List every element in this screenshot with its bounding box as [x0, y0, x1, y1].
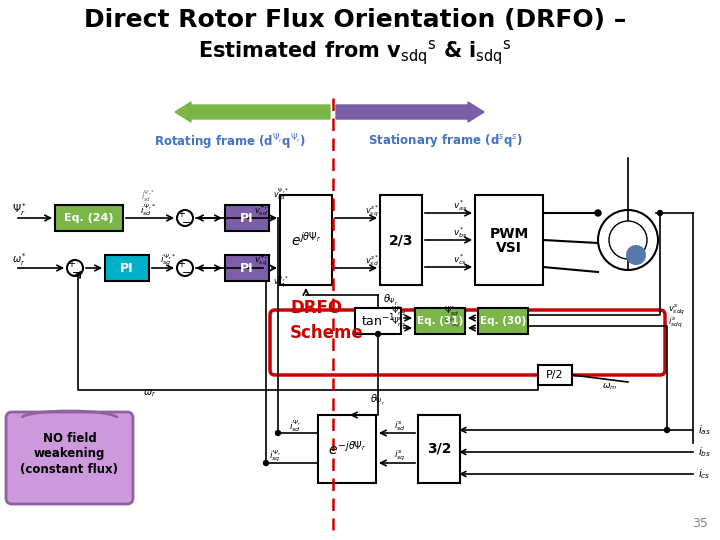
- Bar: [418, 415, 460, 483]
- Text: $\Psi_{rd}^s$: $\Psi_{rd}^s$: [390, 304, 405, 318]
- Text: PI: PI: [240, 212, 254, 225]
- Bar: [280, 195, 332, 285]
- Text: $i_{sq}^{\Psi_r*}$: $i_{sq}^{\Psi_r*}$: [160, 252, 176, 268]
- Text: $v_{cs}^*$: $v_{cs}^*$: [453, 253, 467, 267]
- Text: $\omega_m$: $\omega_m$: [603, 382, 618, 392]
- Circle shape: [665, 428, 670, 433]
- Circle shape: [177, 260, 193, 276]
- Text: Estimated from v$_{\mathsf{sdq}}$$^{\mathsf{s}}$ & i$_{\mathsf{sdq}}$$^{\mathsf{: Estimated from v$_{\mathsf{sdq}}$$^{\mat…: [198, 38, 512, 67]
- Text: DRFO: DRFO: [290, 299, 342, 317]
- Text: $\theta_{\Psi_r}$: $\theta_{\Psi_r}$: [370, 393, 386, 408]
- Bar: [225, 205, 269, 231]
- Text: $\Psi_r^*$: $\Psi_r^*$: [12, 201, 27, 218]
- Text: 2/3: 2/3: [389, 233, 413, 247]
- Text: $v_{sd}^{s*}$: $v_{sd}^{s*}$: [365, 254, 379, 268]
- Text: Direct Rotor Flux Orientation (DRFO) –: Direct Rotor Flux Orientation (DRFO) –: [84, 8, 626, 32]
- Bar: [55, 205, 123, 231]
- Text: Eq. (31): Eq. (31): [417, 316, 463, 326]
- Bar: [415, 308, 465, 334]
- Text: tan$^{-1}$: tan$^{-1}$: [361, 313, 395, 329]
- Text: Eq. (24): Eq. (24): [64, 213, 114, 223]
- Text: Stationary frame (d$^s$q$^s$): Stationary frame (d$^s$q$^s$): [368, 132, 523, 149]
- Bar: [105, 255, 149, 281]
- Circle shape: [609, 221, 647, 259]
- Bar: [225, 255, 269, 281]
- Circle shape: [264, 461, 269, 465]
- Text: NO field
weakening
(constant flux): NO field weakening (constant flux): [20, 433, 119, 476]
- FancyArrow shape: [175, 102, 330, 122]
- Text: VSI: VSI: [496, 241, 522, 255]
- Text: $v_{sq}^{s*}$: $v_{sq}^{s*}$: [365, 203, 379, 219]
- Bar: [478, 308, 528, 334]
- Text: Eq. (30): Eq. (30): [480, 316, 526, 326]
- Text: $\omega_r$: $\omega_r$: [143, 387, 157, 399]
- Bar: [538, 365, 572, 385]
- Text: +: +: [177, 209, 185, 219]
- Circle shape: [598, 210, 658, 270]
- Text: $v_{as}^*$: $v_{as}^*$: [453, 199, 467, 213]
- Bar: [318, 415, 376, 483]
- Text: $i_{sdq}^s$: $i_{sdq}^s$: [668, 316, 683, 330]
- Text: $v_{sd}^{\Psi_r*}$: $v_{sd}^{\Psi_r*}$: [273, 186, 289, 202]
- Text: −: −: [182, 218, 192, 228]
- Text: $i_{sq}^s$: $i_{sq}^s$: [395, 449, 406, 463]
- Text: $i_{sd}^{\Psi_r*}$: $i_{sd}^{\Psi_r*}$: [141, 188, 156, 204]
- Text: $\Psi_{rq}^s$: $\Psi_{rq}^s$: [391, 316, 405, 330]
- Bar: [475, 195, 543, 285]
- FancyBboxPatch shape: [6, 412, 133, 504]
- Text: PI: PI: [120, 261, 134, 274]
- FancyBboxPatch shape: [270, 310, 665, 375]
- Text: $i_{as}$: $i_{as}$: [698, 423, 711, 437]
- Text: +: +: [177, 259, 185, 269]
- Text: −: −: [182, 268, 192, 278]
- Circle shape: [626, 245, 646, 265]
- Text: $v_{bs}^*$: $v_{bs}^*$: [453, 226, 467, 240]
- Bar: [355, 308, 401, 334]
- Circle shape: [595, 210, 601, 216]
- Text: +: +: [67, 259, 75, 269]
- Text: $v_{sq}^{\Psi_r*}$: $v_{sq}^{\Psi_r*}$: [273, 274, 289, 290]
- Bar: [380, 195, 422, 285]
- Text: $i_{sd}^{\Psi_r*}$: $i_{sd}^{\Psi_r*}$: [140, 202, 156, 218]
- Text: $i_{bs}$: $i_{bs}$: [698, 445, 711, 459]
- Text: $v_{sd}^{\Psi_r*}$: $v_{sd}^{\Psi_r*}$: [254, 202, 272, 218]
- Text: PWM: PWM: [490, 227, 528, 241]
- Text: $i_{sd}^s$: $i_{sd}^s$: [394, 419, 406, 433]
- Text: $\omega_r^*$: $\omega_r^*$: [12, 252, 27, 268]
- Text: $e^{j\theta\Psi_r}$: $e^{j\theta\Psi_r}$: [291, 231, 321, 249]
- Text: PI: PI: [240, 261, 254, 274]
- Text: 3/2: 3/2: [427, 442, 451, 456]
- Circle shape: [376, 332, 380, 336]
- Text: Rotating frame (d$^{\Psi_r}$q$^{\Psi_r}$): Rotating frame (d$^{\Psi_r}$q$^{\Psi_r}$…: [154, 132, 306, 152]
- Circle shape: [657, 211, 662, 215]
- Text: $i_{sd}^{\Psi_r}$: $i_{sd}^{\Psi_r}$: [289, 418, 301, 434]
- Text: $v_{sdq}^s$: $v_{sdq}^s$: [668, 303, 685, 317]
- Text: $\Psi_{sq}^s$: $\Psi_{sq}^s$: [444, 316, 460, 330]
- Text: $\theta_{\Psi_r}$: $\theta_{\Psi_r}$: [383, 293, 399, 308]
- Circle shape: [276, 430, 281, 435]
- Circle shape: [67, 260, 83, 276]
- Text: $\Psi_{sd}^s$: $\Psi_{sd}^s$: [444, 304, 460, 318]
- Text: 35: 35: [692, 517, 708, 530]
- Text: Scheme: Scheme: [290, 324, 364, 342]
- Circle shape: [177, 210, 193, 226]
- Text: P/2: P/2: [546, 370, 564, 380]
- Text: $i_{sq}^{\Psi_r}$: $i_{sq}^{\Psi_r}$: [269, 448, 281, 464]
- Text: $i_{cs}$: $i_{cs}$: [698, 467, 711, 481]
- Text: $e^{-j\theta\Psi_r}$: $e^{-j\theta\Psi_r}$: [328, 440, 366, 458]
- Text: $v_{sq}^{\Psi_r*}$: $v_{sq}^{\Psi_r*}$: [254, 252, 272, 268]
- Text: −: −: [72, 268, 81, 278]
- FancyArrow shape: [336, 102, 484, 122]
